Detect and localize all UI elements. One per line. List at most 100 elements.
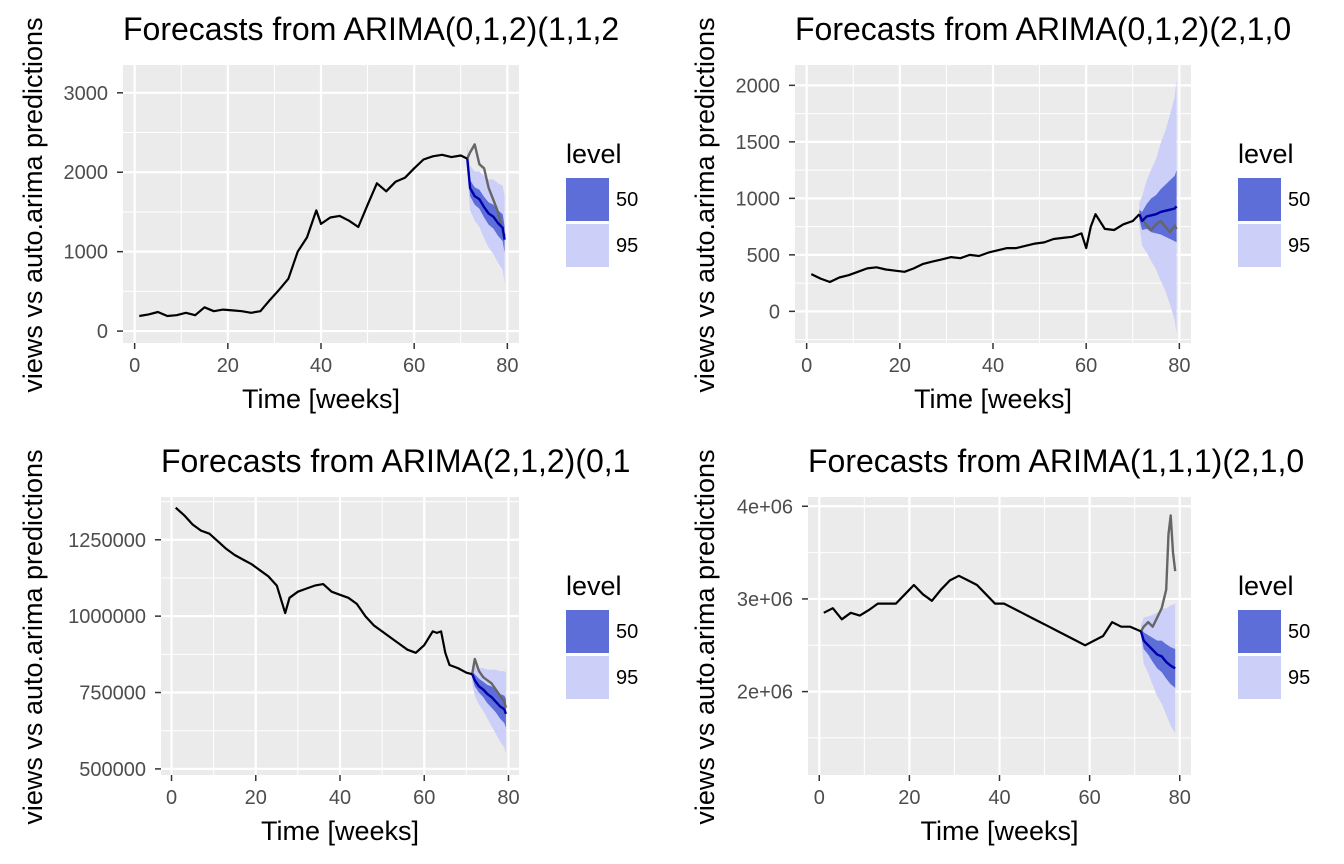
legend-swatch-95 [566, 224, 609, 267]
legend-label-95: 95 [1288, 235, 1310, 257]
legend-label-50: 50 [616, 621, 638, 643]
y-axis-title: views vs auto.arima predictions [18, 17, 48, 392]
y-tick-label: 2e+06 [737, 682, 793, 704]
x-tick-label: 0 [166, 787, 177, 809]
y-tick-label: 3e+06 [737, 589, 793, 611]
x-tick-label: 40 [329, 787, 351, 809]
grid-lines [161, 497, 519, 775]
observed-series-line [810, 213, 1141, 284]
forecast-mean-line [466, 158, 506, 240]
legend-swatch-50 [1238, 178, 1281, 221]
y-tick-label: 0 [97, 321, 108, 343]
forecast-band-50 [467, 153, 505, 254]
x-tick-label: 40 [310, 355, 332, 377]
legend-swatch-95 [566, 656, 609, 699]
legend-title: level [566, 139, 622, 169]
y-axis-title: views vs auto.arima predictions [18, 449, 48, 824]
x-tick-label: 0 [129, 355, 140, 377]
x-tick-label: 60 [1075, 355, 1097, 377]
x-tick-label: 0 [814, 787, 825, 809]
y-tick-label: 0 [769, 301, 780, 323]
legend-swatch-50 [566, 610, 609, 653]
observed-series-line [139, 153, 468, 318]
x-axis-title: Time [weeks] [920, 816, 1078, 846]
data-layer [174, 506, 508, 754]
x-tick-label: 80 [496, 355, 518, 377]
y-tick-label: 500 [747, 245, 780, 267]
x-tick-label: 60 [413, 787, 435, 809]
legend-label-50: 50 [616, 189, 638, 211]
actual-future-line [1139, 514, 1177, 632]
legend-title: level [1238, 571, 1294, 601]
chart-title: Forecasts from ARIMA(1,1,1)(2,1,0 [808, 443, 1304, 479]
y-tick-label: 2000 [64, 162, 109, 184]
y-tick-label: 500000 [79, 759, 146, 781]
grid-lines [795, 65, 1191, 343]
forecast-mean-line [1138, 205, 1178, 223]
legend: level 50 95 [1238, 571, 1310, 699]
chart-title: Forecasts from ARIMA(0,1,2)(2,1,0 [795, 11, 1291, 47]
y-tick-label: 1000 [64, 242, 109, 264]
chart-title: Forecasts from ARIMA(2,1,2)(0,1 [161, 443, 630, 479]
y-tick-label: 1500 [736, 132, 781, 154]
x-tick-label: 40 [982, 355, 1004, 377]
y-axis-title: views vs auto.arima predictions [690, 17, 720, 392]
legend-label-95: 95 [616, 235, 638, 257]
data-layer [139, 143, 506, 318]
x-tick-label: 80 [497, 787, 519, 809]
y-tick-label: 2000 [736, 75, 781, 97]
grid-lines [808, 497, 1191, 775]
x-tick-label: 20 [217, 355, 239, 377]
x-tick-label: 40 [988, 787, 1010, 809]
x-tick-label: 80 [1169, 787, 1191, 809]
chart-panel-1: Forecasts from ARIMA(0,1,2)(1,1,2 0 20 40 60… [18, 11, 638, 414]
legend: level 50 95 [566, 571, 638, 699]
legend-swatch-95 [1238, 224, 1281, 267]
y-tick-label: 4e+06 [737, 496, 793, 518]
actual-future-line [471, 657, 508, 709]
y-tick-label: 1250000 [68, 530, 146, 552]
grid-lines [123, 65, 519, 343]
x-tick-label: 60 [403, 355, 425, 377]
data-layer [810, 78, 1178, 334]
observed-series-line [174, 506, 473, 676]
chart-panel-2: Forecasts from ARIMA(0,1,2)(2,1,0 0 20 40 60… [690, 11, 1310, 414]
legend-label-50: 50 [1288, 621, 1310, 643]
actual-future-line [1138, 213, 1178, 234]
legend-swatch-95 [1238, 656, 1281, 699]
legend-label-50: 50 [1288, 189, 1310, 211]
forecast-band-50 [472, 671, 506, 728]
legend-swatch-50 [566, 178, 609, 221]
actual-future-line [466, 143, 506, 237]
x-tick-label: 20 [898, 787, 920, 809]
legend-title: level [566, 571, 622, 601]
legend: level 50 95 [1238, 139, 1310, 267]
observed-series-line [823, 574, 1142, 647]
chart-panel-4: Forecasts from ARIMA(1,1,1)(2,1,0 0 20 40 60… [690, 443, 1310, 846]
forecast-mean-line [1139, 631, 1176, 670]
x-axis-title: Time [weeks] [261, 816, 419, 846]
x-tick-label: 20 [889, 355, 911, 377]
y-tick-label: 3000 [64, 83, 109, 105]
x-tick-label: 0 [801, 355, 812, 377]
y-tick-label: 1000000 [68, 606, 146, 628]
forecast-mean-line [471, 673, 508, 715]
x-tick-label: 80 [1168, 355, 1190, 377]
x-tick-label: 20 [245, 787, 267, 809]
forecast-band-50 [1141, 628, 1176, 688]
x-axis-title: Time [weeks] [914, 384, 1072, 414]
chart-panel-3: Forecasts from ARIMA(2,1,2)(0,1 0 20 40 60 80… [18, 443, 638, 846]
forecast-band-50 [1139, 170, 1177, 243]
legend-label-95: 95 [1288, 667, 1310, 689]
x-axis-title: Time [weeks] [242, 384, 400, 414]
y-axis-title: views vs auto.arima predictions [690, 449, 720, 824]
y-tick-label: 750000 [79, 683, 146, 705]
chart-title: Forecasts from ARIMA(0,1,2)(1,1,2 [123, 11, 619, 47]
legend-title: level [1238, 139, 1294, 169]
data-layer [823, 514, 1177, 734]
legend-swatch-50 [1238, 610, 1281, 653]
legend-label-95: 95 [616, 667, 638, 689]
x-tick-label: 60 [1078, 787, 1100, 809]
legend: level 50 95 [566, 139, 638, 267]
